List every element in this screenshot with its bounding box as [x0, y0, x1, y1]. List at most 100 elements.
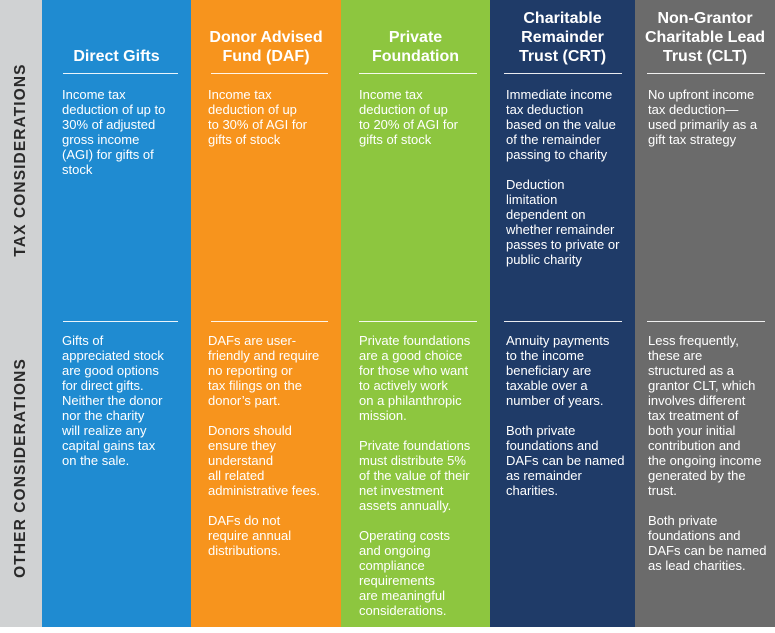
daf-other-paragraph: DAFs do not require annual distributions.	[208, 513, 335, 558]
private-foundation-tax-line: deduction of up	[359, 102, 448, 117]
direct-gifts-other-line: Neither the donor	[62, 393, 163, 408]
direct-gifts-other-line: on the sale.	[62, 453, 130, 468]
private-foundation-other-line: and ongoing	[359, 543, 431, 558]
direct-gifts-tax-line: stock	[62, 162, 93, 177]
private-foundation-tax-line: Income tax	[359, 87, 423, 102]
tax-considerations-cell-clt: No upfront income tax deduction— used prim…	[648, 87, 769, 162]
column-header-line: Remainder	[521, 29, 604, 46]
daf-other-line: donor’s part.	[208, 393, 281, 408]
column-direct-gifts: Direct Gifts Income tax deduction of up to…	[42, 0, 191, 627]
clt-other-paragraph: Both private foundations and DAFs can be n…	[648, 513, 769, 573]
divider-line	[63, 73, 178, 74]
direct-gifts-tax-line: deduction of up to	[62, 102, 166, 117]
crt-tax-line: Immediate income	[506, 87, 613, 102]
clt-other-line: grantor CLT, which	[648, 378, 756, 393]
direct-gifts-other-line: are good options	[62, 363, 159, 378]
crt-other-line: foundations and	[506, 438, 599, 453]
row-label-tax: TAX CONSIDERATIONS	[12, 63, 29, 257]
row-label-other: OTHER CONSIDERATIONS	[12, 358, 29, 578]
private-foundation-other-line: for those who want	[359, 363, 469, 378]
divider-line	[359, 321, 477, 322]
tax-considerations-cell-daf: Income tax deduction of up to 30% of AGI f…	[208, 87, 335, 162]
column-header-clt: Non-Grantor Charitable Lead Trust (CLT)	[635, 0, 775, 72]
daf-other-line: all related	[208, 468, 265, 483]
daf-tax-paragraph: Income tax deduction of up to 30% of AGI f…	[208, 87, 335, 147]
private-foundation-other-line: net investment	[359, 483, 444, 498]
daf-other-line: no reporting or	[208, 363, 293, 378]
private-foundation-tax-line: to 20% of AGI for	[359, 117, 458, 132]
daf-other-paragraph: Donors should ensure they understand all re…	[208, 423, 335, 498]
direct-gifts-other-paragraph: Gifts of appreciated stock are good option…	[62, 333, 185, 468]
direct-gifts-other-line: appreciated stock	[62, 348, 164, 363]
column-header-line: Foundation	[371, 48, 460, 65]
tax-considerations-cell-private-foundation: Income tax deduction of up to 20% of AGI f…	[359, 87, 484, 162]
crt-tax-line: public charity	[506, 252, 582, 267]
clt-tax-paragraph: No upfront income tax deduction— used prim…	[648, 87, 769, 147]
clt-other-line: foundations and	[648, 528, 741, 543]
clt-other-paragraph: Less frequently, these are structured as a…	[648, 333, 769, 498]
crt-tax-line: tax deduction	[506, 102, 584, 117]
clt-tax-line: No upfront income	[648, 87, 755, 102]
divider-line	[211, 321, 328, 322]
direct-gifts-tax-line: (AGI) for gifts of	[62, 147, 154, 162]
column-header-line: Trust (CLT)	[662, 48, 748, 65]
direct-gifts-tax-paragraph: Income tax deduction of up to 30% of adjus…	[62, 87, 185, 177]
crt-tax-line: dependent on	[506, 207, 586, 222]
private-foundation-other-paragraph: Private foundations must distribute 5% of …	[359, 438, 484, 513]
column-private-foundation: Private Foundation Income tax deduction of …	[341, 0, 490, 627]
private-foundation-other-line: are a good choice	[359, 348, 463, 363]
private-foundation-other-line: must distribute 5%	[359, 453, 466, 468]
direct-gifts-other-line: will realize any	[62, 423, 147, 438]
clt-tax-line: tax deduction—	[648, 102, 739, 117]
crt-tax-line: passing to charity	[506, 147, 608, 162]
divider-line	[359, 73, 477, 74]
other-considerations-cell-crt: Annuity payments to the income beneficiary…	[506, 333, 629, 513]
daf-other-line: tax filings on the	[208, 378, 302, 393]
clt-other-line: these are	[648, 348, 703, 363]
private-foundation-other-line: to actively work	[359, 378, 448, 393]
private-foundation-other-line: Private foundations	[359, 438, 471, 453]
column-header-line: Charitable Lead	[644, 29, 766, 46]
direct-gifts-tax-line: 30% of adjusted	[62, 117, 156, 132]
crt-other-line: DAFs can be named	[506, 453, 625, 468]
column-header-line: Private	[388, 29, 443, 46]
daf-other-paragraph: DAFs are user-friendly and require no rep…	[208, 333, 335, 408]
direct-gifts-other-line: nor the charity	[62, 408, 145, 423]
daf-tax-line: to 30% of AGI for	[208, 117, 307, 132]
crt-other-line: number of years.	[506, 393, 604, 408]
direct-gifts-tax-line: gross income	[62, 132, 140, 147]
clt-other-line: structured as a	[648, 363, 734, 378]
crt-other-line: to the income	[506, 348, 585, 363]
crt-other-line: Both private	[506, 423, 576, 438]
column-header-line: Donor Advised	[209, 29, 323, 46]
clt-other-line: as lead charities.	[648, 558, 746, 573]
clt-other-line: both your initial	[648, 423, 736, 438]
column-header-direct-gifts: Direct Gifts	[42, 0, 191, 72]
column-header-line: Direct Gifts	[73, 48, 160, 65]
crt-other-line: as remainder	[506, 468, 582, 483]
daf-tax-line: gifts of stock	[208, 132, 281, 147]
crt-tax-line: limitation	[506, 192, 558, 207]
clt-other-line: contribution and	[648, 438, 741, 453]
divider-line	[647, 321, 765, 322]
clt-other-line: the ongoing income	[648, 453, 762, 468]
clt-other-line: involves different	[648, 393, 746, 408]
private-foundation-other-line: of the value of their	[359, 468, 470, 483]
private-foundation-tax-line: gifts of stock	[359, 132, 432, 147]
crt-tax-line: whether remainder	[506, 222, 615, 237]
column-header-line: Fund (DAF)	[222, 48, 310, 65]
other-considerations-cell-daf: DAFs are user-friendly and require no rep…	[208, 333, 335, 573]
private-foundation-other-line: requirements	[359, 573, 435, 588]
private-foundation-other-line: considerations.	[359, 603, 447, 618]
crt-tax-line: Deduction	[506, 177, 565, 192]
crt-tax-line: based on the value	[506, 117, 616, 132]
crt-tax-paragraph: Immediate income tax deduction based on th…	[506, 87, 629, 162]
other-considerations-cell-private-foundation: Private foundations are a good choice for …	[359, 333, 484, 633]
daf-other-line: ensure they	[208, 438, 276, 453]
clt-other-line: Less frequently,	[648, 333, 739, 348]
crt-other-line: beneficiary are	[506, 363, 592, 378]
crt-other-line: Annuity payments	[506, 333, 610, 348]
column-clt: Non-Grantor Charitable Lead Trust (CLT) No …	[635, 0, 775, 627]
private-foundation-other-line: on a philanthropic	[359, 393, 462, 408]
tax-considerations-cell-direct-gifts: Income tax deduction of up to 30% of adjus…	[62, 87, 185, 192]
